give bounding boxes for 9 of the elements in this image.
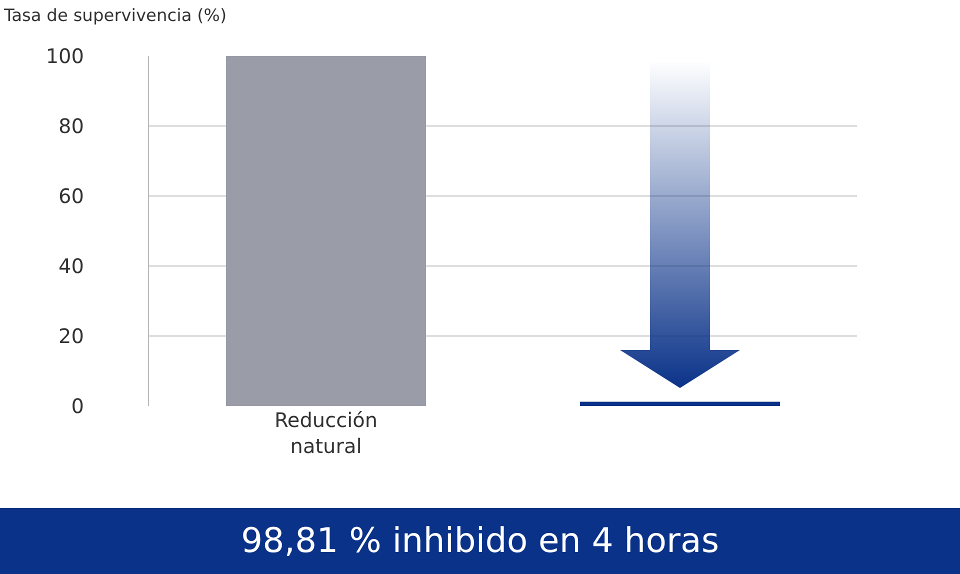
text: 98,81 % inhibido en 4 horas	[0, 508, 960, 574]
x-tick-label: Reducción natural	[274, 408, 378, 458]
y-axis-title: Tasa de supervivencia (%)	[4, 6, 227, 26]
y-tick-label: 100	[46, 44, 84, 68]
y-tick-label: 0	[71, 394, 84, 418]
y-tick-label: 80	[58, 114, 84, 138]
y-tick-label: 40	[58, 254, 84, 278]
y-tick-label: 60	[58, 184, 84, 208]
y-tick-label: 20	[58, 324, 84, 348]
